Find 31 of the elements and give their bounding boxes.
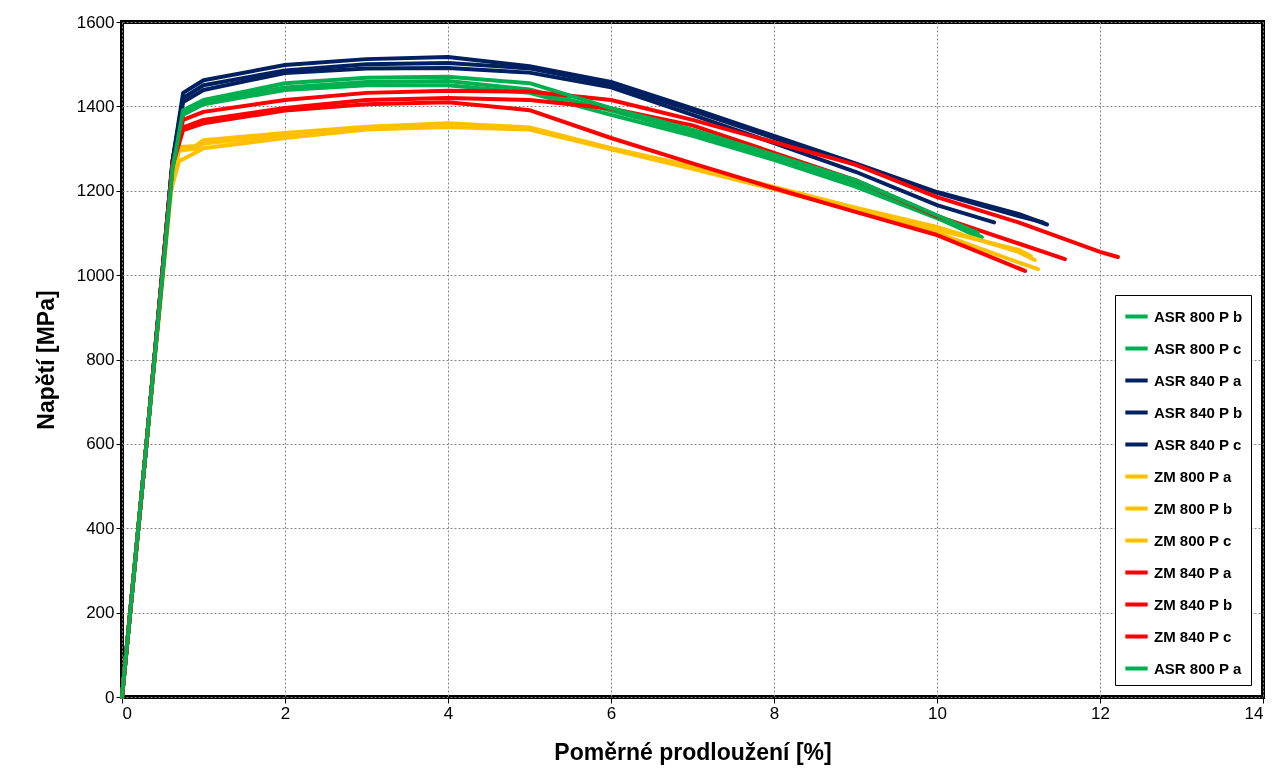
legend-label: ASR 840 P c — [1154, 435, 1242, 453]
legend-label: ASR 840 P a — [1154, 371, 1242, 389]
x-axis-title: Poměrné prodloužení [%] — [554, 738, 832, 765]
y-tick-label: 400 — [86, 518, 115, 538]
y-tick-label: 1400 — [76, 96, 115, 116]
legend-label: ZM 840 P c — [1154, 627, 1232, 645]
x-tick-label: 10 — [928, 703, 947, 723]
y-tick-label: 1600 — [76, 12, 115, 32]
x-tick-label: 6 — [606, 703, 617, 723]
y-tick-label: 1000 — [76, 265, 115, 285]
y-tick-label: 200 — [86, 603, 115, 623]
y-tick-label: 600 — [86, 434, 115, 454]
y-axis-title: Napětí [MPa] — [32, 290, 59, 430]
legend-label: ASR 800 P a — [1154, 659, 1242, 677]
legend-label: ZM 800 P b — [1154, 499, 1233, 517]
legend-label: ASR 800 P b — [1154, 307, 1243, 325]
legend-label: ZM 840 P a — [1154, 563, 1232, 581]
x-tick-label: 12 — [1091, 703, 1110, 723]
y-tick-label: 1200 — [76, 181, 115, 201]
x-tick-label: 14 — [1244, 703, 1264, 723]
legend-label: ZM 800 P a — [1154, 467, 1232, 485]
legend-label: ASR 840 P b — [1154, 403, 1243, 421]
legend-label: ASR 800 P c — [1154, 339, 1242, 357]
legend-label: ZM 800 P c — [1154, 531, 1232, 549]
legend-label: ZM 840 P b — [1154, 595, 1233, 613]
y-tick-label: 800 — [86, 350, 115, 369]
x-tick-label: 2 — [280, 703, 291, 723]
x-tick-label: 4 — [443, 703, 454, 723]
x-tick-label: 0 — [122, 703, 132, 723]
x-tick-label: 8 — [769, 703, 780, 723]
y-tick-label: 0 — [105, 687, 115, 707]
